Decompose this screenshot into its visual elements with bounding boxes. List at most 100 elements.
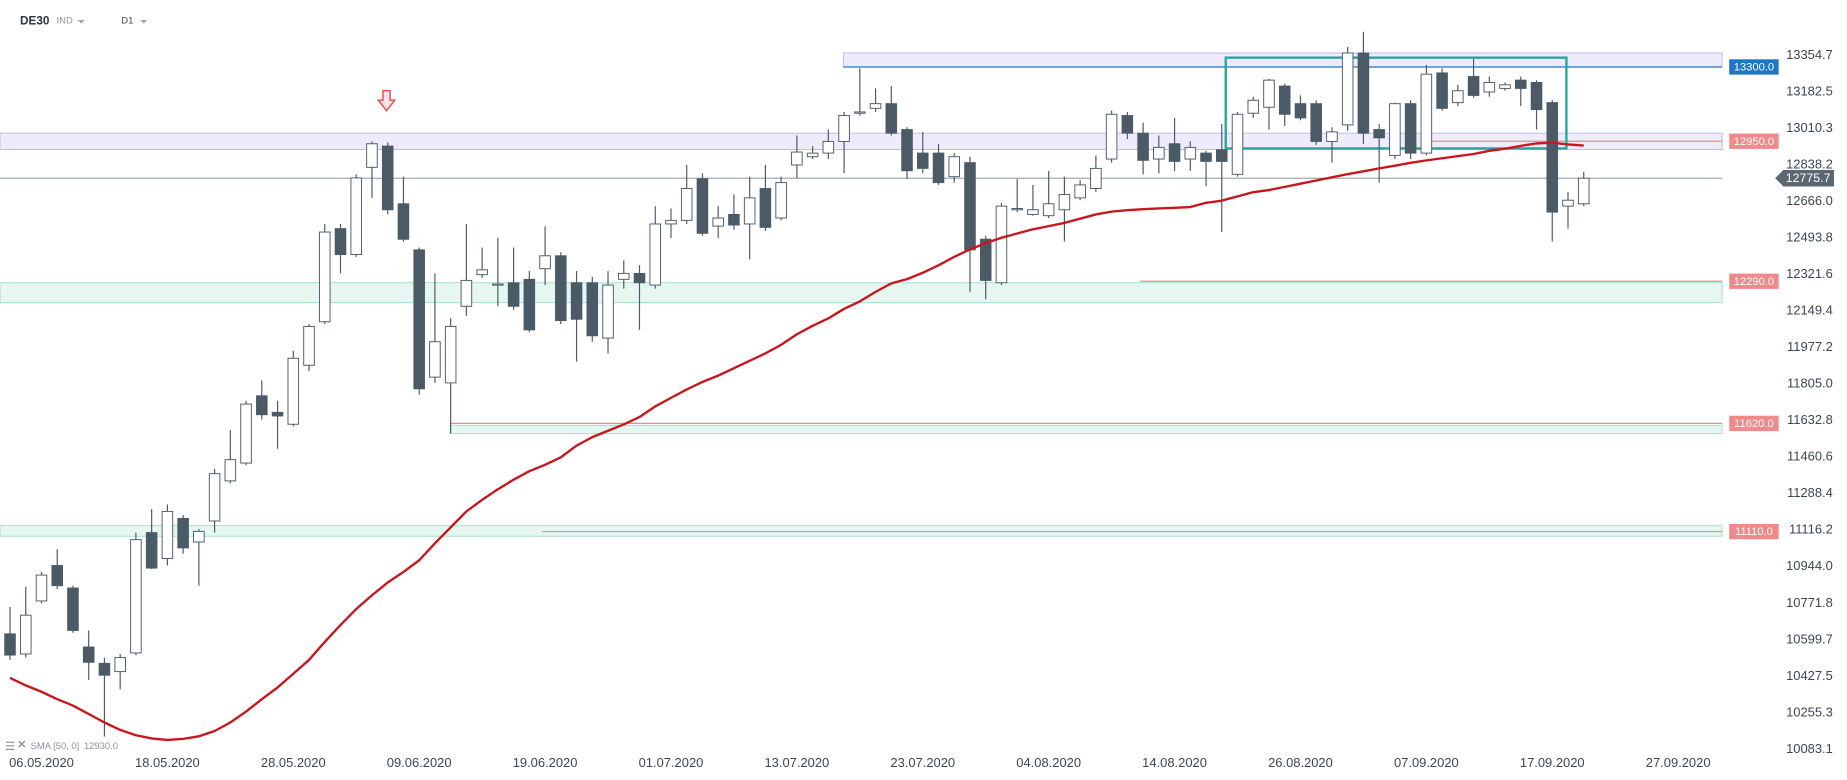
candle-body	[145, 532, 158, 569]
candle-body	[1483, 81, 1496, 93]
candle-body	[476, 269, 488, 276]
x-tick-label: 09.06.2020	[387, 755, 452, 770]
y-tick-label: 12666.0	[1786, 193, 1833, 208]
candle-body	[791, 151, 803, 166]
indicator-settings-icon[interactable]	[5, 741, 15, 750]
x-tick-label: 23.07.2020	[890, 755, 955, 770]
candle-body	[995, 205, 1008, 284]
candle-body	[665, 219, 677, 225]
candle-body	[696, 178, 709, 234]
candle-body	[318, 231, 331, 323]
candle-body	[413, 249, 425, 390]
candle-body	[82, 646, 95, 663]
candle-body	[1168, 143, 1181, 162]
level-tag	[1729, 273, 1779, 289]
candle-body	[381, 145, 394, 211]
x-tick-label: 26.08.2020	[1268, 755, 1333, 770]
level-tag	[1729, 415, 1779, 432]
zone	[842, 52, 1723, 68]
y-tick-label: 10944.0	[1786, 558, 1833, 573]
candle-body	[633, 272, 646, 284]
candle-body	[1577, 177, 1590, 205]
candle-body	[1326, 131, 1338, 142]
indicator-name: SMA [50, 0]	[31, 740, 80, 751]
candle-body	[1499, 84, 1511, 89]
candle-body	[570, 282, 583, 320]
candle-body	[602, 284, 614, 339]
candle-body	[1373, 129, 1385, 139]
candle-body	[193, 530, 205, 543]
candle-body	[775, 182, 787, 219]
candle-body	[1027, 209, 1039, 215]
candle-body	[1389, 103, 1401, 156]
x-tick-label: 17.09.2020	[1520, 755, 1585, 770]
x-tick-label: 04.08.2020	[1016, 755, 1081, 770]
candle-body	[4, 633, 16, 656]
zone	[0, 525, 1723, 537]
y-tick-label: 13182.5	[1786, 83, 1833, 98]
x-tick-label: 27.09.2020	[1646, 755, 1711, 770]
candle-body	[1515, 79, 1527, 89]
level-label: 11110.0	[1735, 526, 1773, 538]
candle-body	[19, 614, 32, 655]
level-label: 12290.0	[1734, 276, 1774, 288]
candle-body	[901, 129, 913, 172]
candle-body	[444, 325, 457, 384]
candle-body	[35, 574, 48, 602]
candle-body	[224, 459, 237, 482]
candle-body	[98, 662, 111, 676]
candle-body	[979, 238, 992, 281]
instrument-type: IND	[57, 15, 73, 26]
candle-body	[1058, 194, 1071, 211]
candle-body	[1137, 132, 1149, 161]
level-label: 13300.0	[1734, 62, 1774, 74]
candle-body	[1184, 146, 1197, 160]
candle-body	[1436, 72, 1448, 109]
candle-body	[1294, 103, 1307, 119]
indicator-remove-icon[interactable]	[18, 740, 26, 748]
candle-body	[177, 517, 189, 549]
candle-body	[1042, 203, 1055, 217]
candle-body	[916, 152, 929, 169]
last-price-tag	[1775, 169, 1835, 187]
candle-body	[885, 103, 898, 134]
sma-line	[9, 141, 1584, 742]
candle-body	[1467, 76, 1480, 96]
x-tick-label: 18.05.2020	[135, 755, 200, 770]
candle-body	[51, 565, 63, 587]
y-tick-label: 13010.3	[1786, 120, 1833, 135]
candle-body	[822, 140, 835, 154]
dropdown-caret[interactable]	[77, 20, 85, 24]
candle-body	[1420, 73, 1433, 154]
candle-body	[397, 203, 410, 240]
level-tag	[1729, 133, 1779, 149]
candle-body	[539, 255, 551, 270]
x-tick-label: 07.09.2020	[1394, 755, 1459, 770]
dropdown-caret[interactable]	[140, 20, 148, 24]
candle-body	[1530, 81, 1543, 111]
candle-body	[854, 111, 866, 114]
candle-body	[1546, 102, 1559, 213]
candle-body	[1452, 90, 1464, 104]
timeframe[interactable]: D1	[121, 15, 133, 26]
y-tick-label: 12838.2	[1786, 156, 1833, 171]
candle-body	[240, 403, 252, 464]
symbol[interactable]: DE30	[20, 14, 50, 27]
signal-arrow	[376, 90, 397, 112]
y-tick-label: 11460.6	[1787, 449, 1833, 464]
y-tick-label: 11632.8	[1787, 412, 1833, 427]
candle-body	[350, 177, 363, 255]
candle-body	[366, 143, 378, 168]
candle-body	[1216, 149, 1228, 162]
candle-body	[492, 283, 504, 286]
candle-body	[1011, 208, 1023, 211]
candle-body	[649, 223, 662, 286]
candle-body	[1263, 79, 1275, 108]
candle-body	[303, 325, 315, 366]
y-tick-label: 10427.5	[1786, 668, 1833, 683]
candle-body	[1404, 103, 1417, 154]
y-tick-label: 12493.8	[1786, 229, 1833, 244]
candle-body	[1562, 199, 1574, 207]
candle-body	[523, 278, 536, 331]
